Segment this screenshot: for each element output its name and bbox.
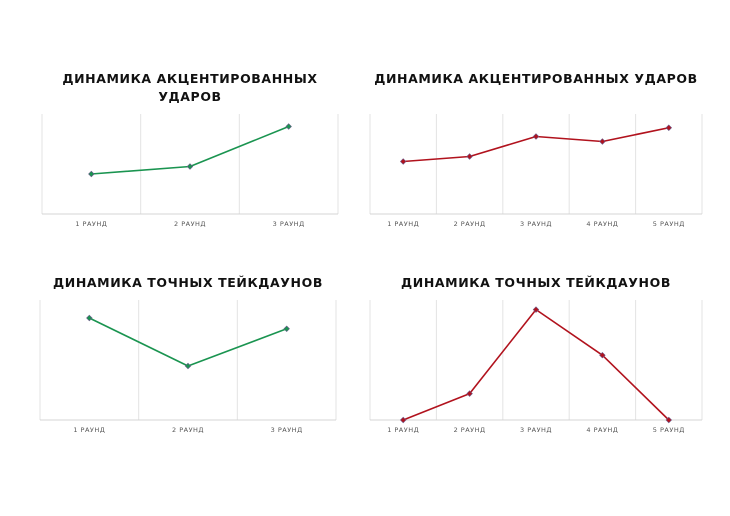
data-point-marker: [399, 416, 407, 424]
x-tick-label: 1 РАУНД: [73, 426, 105, 434]
x-tick-label: 1 РАУНД: [75, 220, 107, 228]
chart-takedowns-3-rounds: ДИНАМИКА ТОЧНЫХ ТЕЙКДАУНОВ 1 РАУНД 2 РАУН…: [38, 272, 338, 448]
data-point-marker: [599, 138, 606, 145]
chart-title: ДИНАМИКА ТОЧНЫХ ТЕЙКДАУНОВ: [53, 275, 323, 290]
x-tick-label: 4 РАУНД: [586, 220, 618, 228]
x-tick-label: 3 РАУНД: [520, 220, 552, 228]
chart-title: ДИНАМИКА АКЦЕНТИРОВАННЫХ УДАРОВ: [374, 71, 698, 86]
plot-area: 1 РАУНД 2 РАУНД 3 РАУНД: [39, 300, 337, 434]
data-point-marker: [285, 123, 292, 130]
data-point-marker: [466, 153, 473, 160]
plot-area: 1 РАУНД 2 РАУНД 3 РАУНД 4 РАУНД 5 РАУНД: [369, 114, 703, 228]
series-line: [402, 308, 670, 421]
x-tick-label: 1 РАУНД: [387, 426, 419, 434]
data-point-marker: [86, 314, 93, 322]
data-point-marker: [466, 390, 473, 397]
x-tick-label: 4 РАУНД: [586, 426, 618, 434]
chart-accent-strikes-5-rounds: ДИНАМИКА АКЦЕНТИРОВАННЫХ УДАРОВ 1 РАУНД 2…: [368, 68, 704, 248]
x-tick-label: 3 РАУНД: [271, 426, 303, 434]
x-tick-label: 2 РАУНД: [172, 426, 204, 434]
plot-area: 1 РАУНД 2 РАУНД 3 РАУНД 4 РАУНД 5 РАУНД: [369, 300, 703, 434]
chart-title: ДИНАМИКА АКЦЕНТИРОВАННЫХ УДАРОВ: [62, 71, 318, 104]
data-point-marker: [532, 306, 540, 313]
x-tick-label: 2 РАУНД: [454, 220, 486, 228]
chart-takedowns-5-rounds: ДИНАМИКА ТОЧНЫХ ТЕЙКДАУНОВ 1 РАУНД 2 РАУН…: [368, 272, 704, 448]
series-line: [88, 317, 287, 367]
x-tick-label: 5 РАУНД: [653, 426, 685, 434]
data-point-marker: [665, 416, 673, 424]
series-line: [403, 126, 669, 163]
data-point-marker: [665, 124, 673, 131]
data-point-marker: [184, 362, 192, 370]
x-tick-label: 3 РАУНД: [520, 426, 552, 434]
data-point-marker: [399, 158, 407, 165]
chart-title: ДИНАМИКА ТОЧНЫХ ТЕЙКДАУНОВ: [401, 275, 671, 290]
plot-area: 1 РАУНД 2 РАУНД 3 РАУНД: [41, 114, 339, 228]
data-point-marker: [186, 163, 194, 170]
x-tick-label: 2 РАУНД: [454, 426, 486, 434]
x-tick-label: 3 РАУНД: [273, 220, 305, 228]
data-point-marker: [88, 170, 95, 178]
chart-accent-strikes-3-rounds: ДИНАМИКА АКЦЕНТИРОВАННЫХ УДАРОВ 1 РАУНД 2…: [40, 68, 340, 248]
data-point-marker: [532, 133, 540, 140]
x-tick-label: 1 РАУНД: [387, 220, 419, 228]
x-tick-label: 2 РАУНД: [174, 220, 206, 228]
data-point-marker: [283, 325, 290, 333]
data-point-marker: [599, 351, 606, 359]
x-tick-label: 5 РАУНД: [653, 220, 685, 228]
